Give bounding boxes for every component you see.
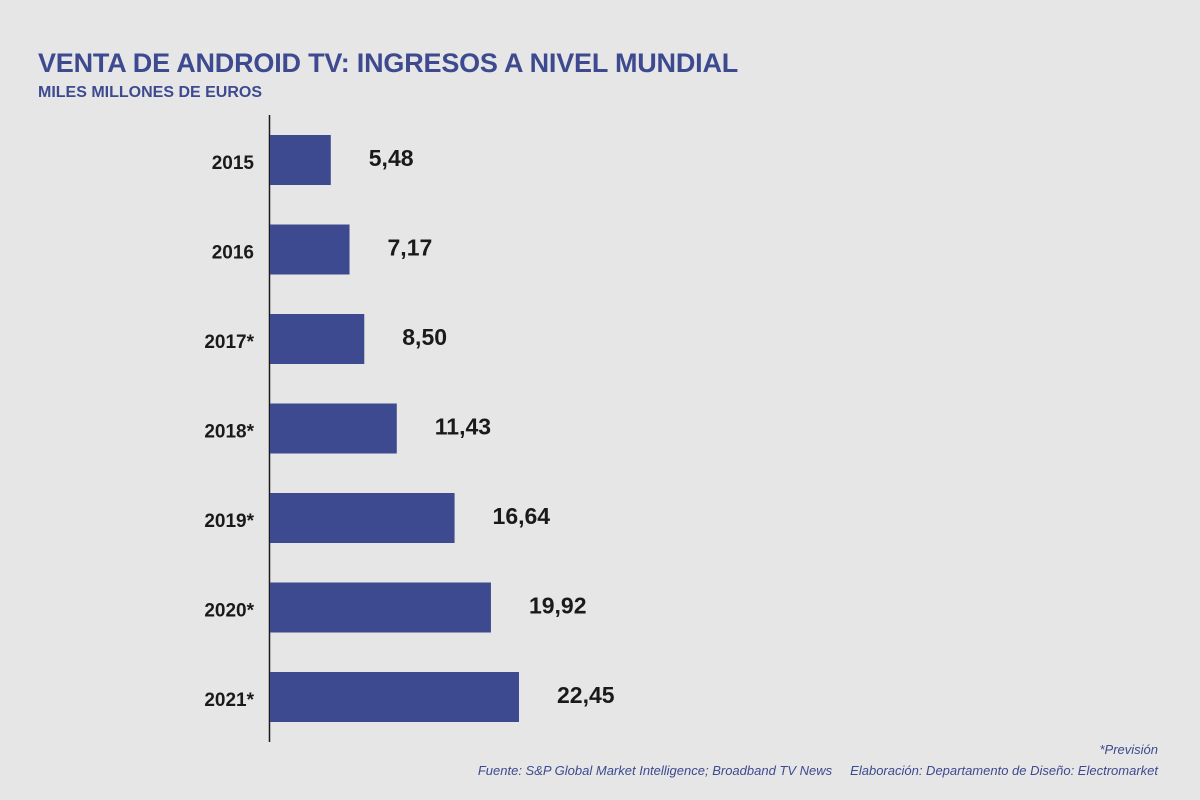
bar-2017 — [270, 314, 365, 364]
category-label: 2019* — [204, 511, 254, 532]
bar-2019 — [270, 493, 455, 543]
category-label: 2015 — [212, 153, 255, 174]
category-label: 2017* — [204, 332, 254, 353]
category-label: 2018* — [204, 422, 254, 443]
category-label: 2016 — [212, 243, 254, 264]
prevision-footnote: *Previsión — [1099, 742, 1158, 757]
source-text: Fuente: S&P Global Market Intelligence; … — [477, 763, 833, 778]
value-label: 5,48 — [369, 145, 414, 171]
chart-title: VENTA DE ANDROID TV: INGRESOS A NIVEL MU… — [38, 48, 739, 78]
credit-text: Elaboración: Departamento de Diseño: Ele… — [850, 763, 1158, 778]
chart-subtitle: MILES MILLONES DE EUROS — [38, 84, 263, 101]
value-label: 8,50 — [402, 324, 447, 350]
bars-group: 2015 5,48 2016 7,17 2017* 8,50 2018* 11,43 2019*… — [204, 135, 615, 722]
bar-2020 — [270, 582, 491, 633]
source-footnote-line: Fuente: S&P Global Market Intelligence; … — [478, 763, 1158, 778]
value-label: 19,92 — [529, 593, 587, 619]
bar-2021 — [270, 672, 519, 722]
value-label: 7,17 — [388, 235, 433, 261]
category-label: 2021* — [204, 690, 254, 711]
value-label: 16,64 — [493, 503, 551, 529]
value-label: 22,45 — [557, 682, 615, 708]
bar-2016 — [270, 224, 350, 275]
category-label: 2020* — [204, 601, 254, 622]
value-label: 11,43 — [435, 414, 491, 440]
bar-2018 — [270, 403, 397, 454]
bar-2015 — [270, 135, 331, 185]
